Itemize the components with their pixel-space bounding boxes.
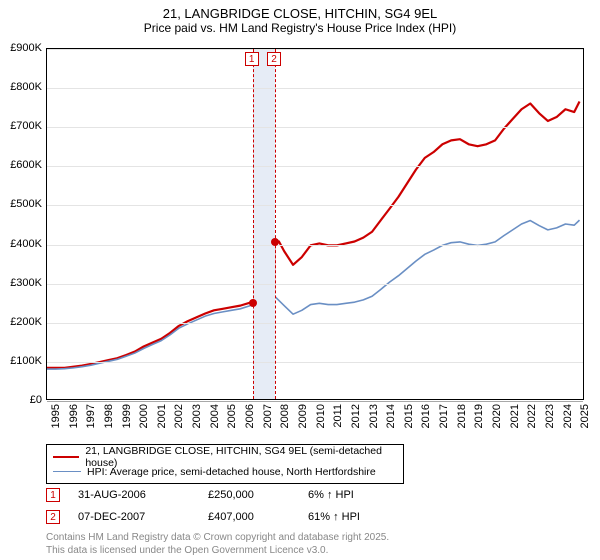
y-axis-tick-label: £200K: [0, 316, 42, 328]
x-axis-tick-label: 2025: [579, 404, 591, 428]
credits-line: Contains HM Land Registry data © Crown c…: [46, 532, 389, 545]
x-axis-tick-label: 1997: [85, 404, 97, 428]
x-axis-tick-label: 2023: [544, 404, 556, 428]
x-axis-tick-label: 2001: [156, 404, 168, 428]
transaction-date: 31-AUG-2006: [78, 489, 208, 501]
series-line: [47, 102, 580, 368]
chart-highlight-band: [253, 49, 275, 399]
gridline-h: [47, 323, 583, 324]
y-axis-tick-label: £300K: [0, 277, 42, 289]
gridline-h: [47, 49, 583, 50]
x-axis-tick-label: 2010: [315, 404, 327, 428]
x-axis-tick-label: 2004: [209, 404, 221, 428]
legend-swatch: [53, 471, 81, 472]
x-axis-tick-label: 2019: [473, 404, 485, 428]
x-axis-tick-label: 2005: [226, 404, 238, 428]
legend-item: 21, LANGBRIDGE CLOSE, HITCHIN, SG4 9EL (…: [53, 449, 397, 464]
y-axis-tick-label: £600K: [0, 159, 42, 171]
sale-vline: [275, 49, 276, 399]
gridline-h: [47, 362, 583, 363]
x-axis-tick-label: 1998: [103, 404, 115, 428]
y-axis-tick-label: £500K: [0, 198, 42, 210]
y-axis-tick-label: £900K: [0, 42, 42, 54]
credits-line: This data is licensed under the Open Gov…: [46, 545, 389, 558]
transaction-marker: 1: [46, 488, 60, 502]
x-axis-tick-label: 2011: [332, 404, 344, 428]
x-axis-tick-label: 2024: [562, 404, 574, 428]
series-line: [47, 220, 580, 369]
gridline-h: [47, 88, 583, 89]
x-axis-tick-label: 2000: [138, 404, 150, 428]
x-axis-tick-label: 2007: [262, 404, 274, 428]
sale-point-dot: [271, 238, 279, 246]
legend-box: 21, LANGBRIDGE CLOSE, HITCHIN, SG4 9EL (…: [46, 444, 404, 484]
chart-lines-svg: [47, 49, 583, 399]
legend-swatch: [53, 456, 79, 458]
x-axis-tick-label: 2006: [244, 404, 256, 428]
x-axis-tick-label: 2015: [403, 404, 415, 428]
x-axis-tick-label: 2002: [173, 404, 185, 428]
y-axis-tick-label: £700K: [0, 120, 42, 132]
y-axis-tick-label: £0: [0, 394, 42, 406]
x-axis-tick-label: 1999: [121, 404, 133, 428]
x-axis-tick-label: 2016: [420, 404, 432, 428]
x-axis-tick-label: 2008: [279, 404, 291, 428]
sale-point-dot: [249, 299, 257, 307]
gridline-h: [47, 284, 583, 285]
transaction-marker: 2: [46, 510, 60, 524]
legend-item: HPI: Average price, semi-detached house,…: [53, 464, 397, 479]
y-axis-tick-label: £100K: [0, 355, 42, 367]
y-axis-tick-label: £800K: [0, 81, 42, 93]
credits-text: Contains HM Land Registry data © Crown c…: [46, 532, 389, 557]
y-axis-tick-label: £400K: [0, 238, 42, 250]
x-axis-tick-label: 2013: [368, 404, 380, 428]
transaction-delta: 6% ↑ HPI: [308, 489, 354, 501]
transaction-row: 2 07-DEC-2007 £407,000 61% ↑ HPI: [46, 510, 360, 524]
x-axis-tick-label: 1995: [50, 404, 62, 428]
chart-plot-area: [46, 48, 584, 400]
x-axis-tick-label: 2022: [526, 404, 538, 428]
sale-marker-box: 1: [245, 52, 259, 66]
x-axis-tick-label: 2018: [456, 404, 468, 428]
gridline-h: [47, 166, 583, 167]
transaction-row: 1 31-AUG-2006 £250,000 6% ↑ HPI: [46, 488, 354, 502]
x-axis-tick-label: 1996: [68, 404, 80, 428]
transaction-date: 07-DEC-2007: [78, 511, 208, 523]
transaction-price: £250,000: [208, 489, 308, 501]
gridline-h: [47, 245, 583, 246]
transaction-delta: 61% ↑ HPI: [308, 511, 360, 523]
x-axis-tick-label: 2014: [385, 404, 397, 428]
title-subtitle: Price paid vs. HM Land Registry's House …: [0, 21, 600, 35]
gridline-h: [47, 401, 583, 402]
legend-label: HPI: Average price, semi-detached house,…: [87, 466, 376, 478]
transaction-price: £407,000: [208, 511, 308, 523]
x-axis-tick-label: 2017: [438, 404, 450, 428]
sale-marker-box: 2: [267, 52, 281, 66]
gridline-h: [47, 205, 583, 206]
gridline-h: [47, 127, 583, 128]
x-axis-tick-label: 2021: [509, 404, 521, 428]
x-axis-tick-label: 2009: [297, 404, 309, 428]
x-axis-tick-label: 2003: [191, 404, 203, 428]
title-address: 21, LANGBRIDGE CLOSE, HITCHIN, SG4 9EL: [0, 6, 600, 21]
x-axis-tick-label: 2012: [350, 404, 362, 428]
x-axis-tick-label: 2020: [491, 404, 503, 428]
sale-vline: [253, 49, 254, 399]
